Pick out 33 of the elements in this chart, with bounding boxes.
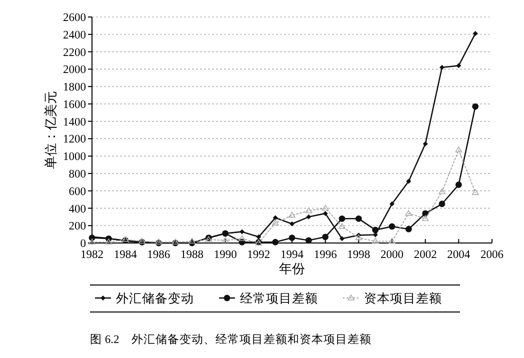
x-tick-label: 1984 xyxy=(114,249,138,261)
y-tick-label: 800 xyxy=(68,168,86,180)
y-axis-title: 单位：亿美元 xyxy=(43,91,58,169)
y-tick-label: 400 xyxy=(68,203,86,216)
y-tick-label: 0 xyxy=(80,238,86,250)
legend-label: 资本项目差额 xyxy=(364,291,442,306)
x-tick-label: 1994 xyxy=(280,249,304,261)
y-tick-label: 1200 xyxy=(63,134,86,146)
x-tick-label: 1986 xyxy=(147,249,170,261)
x-tick-label: 2002 xyxy=(414,249,438,261)
legend-label: 外汇储备变动 xyxy=(116,291,194,306)
x-tick-label: 2006 xyxy=(480,249,504,261)
legend-label: 经常项目差额 xyxy=(240,291,318,306)
y-tick-label: 200 xyxy=(68,220,86,233)
y-tick-label: 1800 xyxy=(63,82,86,94)
x-tick-label: 1982 xyxy=(80,249,104,261)
y-tick-label: 2200 xyxy=(63,46,86,59)
text: 图 6.2 外汇储备变动、经常项目差额和资本项目差额 xyxy=(90,332,372,346)
x-tick-label: 1988 xyxy=(180,249,204,261)
y-tick-label: 1000 xyxy=(63,151,86,164)
x-tick-label: 1990 xyxy=(214,249,238,261)
x-tick-label: 1996 xyxy=(314,249,338,261)
x-tick-label: 1998 xyxy=(347,249,370,261)
x-tick-label: 2004 xyxy=(447,249,470,261)
x-axis-title: 年份 xyxy=(279,261,305,276)
x-tick-label: 2000 xyxy=(380,249,404,261)
y-tick-label: 1600 xyxy=(63,98,86,111)
y-tick-label: 2600 xyxy=(63,12,86,24)
y-tick-label: 2400 xyxy=(63,29,86,42)
y-tick-label: 1400 xyxy=(63,116,86,128)
x-tick-label: 1992 xyxy=(247,249,270,261)
y-tick-label: 600 xyxy=(68,186,86,198)
y-tick-label: 2000 xyxy=(63,64,86,76)
